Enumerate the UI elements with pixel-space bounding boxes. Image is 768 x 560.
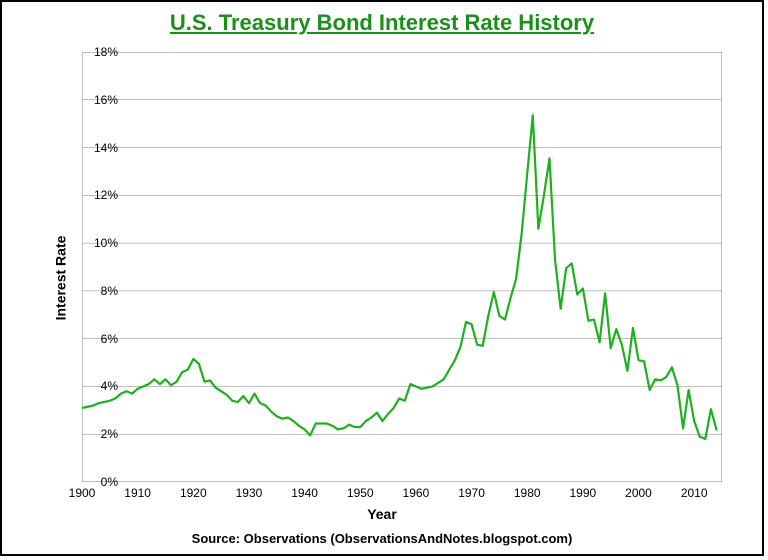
y-tick-label: 2%	[82, 427, 118, 441]
y-tick-label: 12%	[82, 188, 118, 202]
x-tick-label: 1970	[458, 486, 485, 500]
chart-plot	[82, 52, 722, 482]
chart-title: U.S. Treasury Bond Interest Rate History	[2, 10, 762, 36]
x-tick-label: 1960	[403, 486, 430, 500]
x-tick-label: 1930	[236, 486, 263, 500]
x-tick-label: 1900	[69, 486, 96, 500]
x-axis-label: Year	[2, 506, 762, 522]
y-axis-label: Interest Rate	[52, 236, 68, 321]
y-tick-label: 6%	[82, 332, 118, 346]
y-tick-label: 10%	[82, 236, 118, 250]
y-tick-label: 18%	[82, 45, 118, 59]
source-caption: Source: Observations (ObservationsAndNot…	[2, 531, 762, 546]
y-tick-label: 4%	[82, 379, 118, 393]
x-tick-label: 2010	[681, 486, 708, 500]
x-tick-label: 1950	[347, 486, 374, 500]
x-tick-label: 1920	[180, 486, 207, 500]
x-tick-label: 2000	[625, 486, 652, 500]
y-tick-label: 16%	[82, 93, 118, 107]
x-tick-label: 1910	[124, 486, 151, 500]
y-tick-label: 8%	[82, 284, 118, 298]
y-tick-label: 14%	[82, 141, 118, 155]
x-tick-label: 1980	[514, 486, 541, 500]
chart-frame: U.S. Treasury Bond Interest Rate History…	[0, 0, 764, 556]
x-tick-label: 1940	[291, 486, 318, 500]
x-tick-label: 1990	[570, 486, 597, 500]
